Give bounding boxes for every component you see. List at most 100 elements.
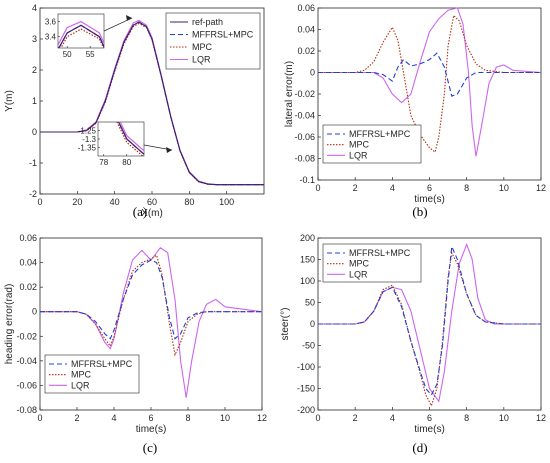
x-tick-label: 4 (111, 413, 116, 423)
y-tick-label: -200 (297, 405, 315, 415)
legend-label: MFFRSL+MPC (192, 30, 254, 40)
y-tick-label: -0.06 (294, 132, 315, 142)
inset-x-tick-label: 55 (86, 50, 95, 59)
inset-y-tick-label: 3.6 (45, 18, 57, 27)
inset-y-tick-label: -1.35 (78, 144, 97, 153)
x-tick-label: 2 (353, 183, 358, 193)
panel-letter-c: (c) (143, 440, 157, 455)
x-tick-label: 40 (110, 197, 120, 207)
series-line (40, 259, 262, 340)
x-tick-label: 12 (536, 413, 546, 423)
chart-3: 0 2 4 6 8 10 12 -0.08 -0.06 -0.04 -0.02 0 0.02 0.04 0.… (4, 233, 267, 435)
series-line (318, 7, 542, 157)
chart-1: 0 20 40 60 80 100 -2 -1 0 1 2 3 4 X(m) Y(m) ref-path MFF… (4, 3, 265, 219)
series-line (318, 14, 541, 153)
inset-2: 78 80 -1.25-1.3-1.35 (78, 121, 173, 167)
y-tick-label: 0 (310, 68, 315, 78)
y-tick-label: -50 (302, 341, 315, 351)
legend-label: ref-path (192, 17, 223, 27)
y-tick-label: -0.04 (16, 356, 37, 366)
y-tick-label: 0.04 (297, 25, 315, 35)
x-tick-label: 2 (353, 413, 358, 423)
legend-label: LQR (349, 150, 368, 160)
panel-letter-d: (d) (412, 440, 427, 455)
series-line (40, 21, 264, 186)
series-line (40, 254, 262, 357)
legend-label: LQR (192, 55, 211, 65)
x-tick-label: 4 (390, 183, 395, 193)
panel-letter-a: (a) (133, 204, 147, 219)
inset-1: 50 55 3.4 3.6 (45, 13, 133, 59)
x-tick-label: 6 (427, 183, 432, 193)
y-tick-label: 2 (32, 65, 37, 75)
y-tick-label: 0 (310, 319, 315, 329)
y-tick-label: -0.02 (16, 331, 37, 341)
y-tick-label: 4 (32, 3, 37, 13)
x-tick-label: 12 (257, 413, 267, 423)
legend-label: MPC (349, 259, 370, 269)
inset-callout-arrowhead (166, 147, 172, 153)
inset-callout-arrowhead (126, 15, 132, 21)
x-tick-label: 12 (536, 183, 546, 193)
y-tick-label: -0.04 (294, 111, 315, 121)
x-tick-label: 4 (390, 413, 395, 423)
legend-label: LQR (71, 380, 90, 390)
x-tick-label: 2 (74, 413, 79, 423)
x-axis-label: time(s) (414, 194, 445, 205)
y-tick-label: 0.02 (297, 46, 315, 56)
x-tick-label: 8 (185, 413, 190, 423)
panel-letter-b: (b) (412, 204, 427, 219)
y-tick-label: 50 (305, 298, 315, 308)
y-tick-label: 150 (300, 255, 315, 265)
y-tick-label: 0.06 (297, 3, 315, 13)
legend-label: MPC (349, 140, 370, 150)
legend-box (322, 243, 422, 283)
x-tick-label: 20 (72, 197, 82, 207)
x-tick-label: 10 (499, 413, 509, 423)
y-tick-label: -0.08 (16, 405, 37, 415)
inset-x-tick-label: 50 (63, 50, 72, 59)
y-tick-label: 200 (300, 233, 315, 243)
y-tick-label: 0.02 (19, 282, 37, 292)
y-axis-label: lateral error(m) (284, 61, 295, 127)
x-axis-label: time(s) (136, 424, 167, 435)
inset-y-tick-label: -1.3 (82, 135, 96, 144)
x-tick-label: 80 (184, 197, 194, 207)
legend-label: MFFRSL+MPC (349, 129, 411, 139)
legend-label: MFFRSL+MPC (71, 359, 133, 369)
y-tick-label: -0.1 (299, 175, 315, 185)
x-tick-label: 10 (499, 183, 509, 193)
y-tick-label: 3 (32, 34, 37, 44)
y-tick-label: -150 (297, 384, 315, 394)
y-tick-label: 100 (300, 276, 315, 286)
x-tick-label: 10 (220, 413, 230, 423)
series-line (318, 244, 541, 396)
y-axis-label: heading error(rad) (4, 284, 15, 365)
x-tick-label: 0 (37, 413, 42, 423)
x-axis-label: time(s) (414, 424, 445, 435)
x-tick-label: 8 (464, 413, 469, 423)
legend-label: LQR (349, 269, 368, 279)
x-tick-label: 0 (37, 197, 42, 207)
inset-x-tick-label: 78 (99, 158, 108, 167)
legend-label: MFFRSL+MPC (349, 248, 411, 258)
series-line (318, 251, 541, 408)
y-tick-label: 0.04 (19, 258, 37, 268)
y-tick-label: -0.02 (294, 89, 315, 99)
series-line (318, 52, 541, 97)
x-tick-label: 6 (148, 413, 153, 423)
y-tick-label: -0.06 (16, 380, 37, 390)
x-tick-label: 0 (315, 183, 320, 193)
x-tick-label: 60 (147, 197, 157, 207)
y-tick-label: 0.06 (19, 233, 37, 243)
legend-box (44, 354, 140, 394)
y-tick-label: 0 (32, 307, 37, 317)
y-tick-label: -100 (297, 362, 315, 372)
x-axis-label: X(m) (141, 208, 163, 219)
chart-2: 0 2 4 6 8 10 12 -0.1 -0.08 -0.06 -0.04 -0.02 0 0.02 0.… (284, 3, 546, 205)
y-tick-label: -1 (29, 158, 37, 168)
x-tick-label: 100 (219, 197, 234, 207)
inset-y-tick-label: 3.4 (45, 33, 57, 42)
